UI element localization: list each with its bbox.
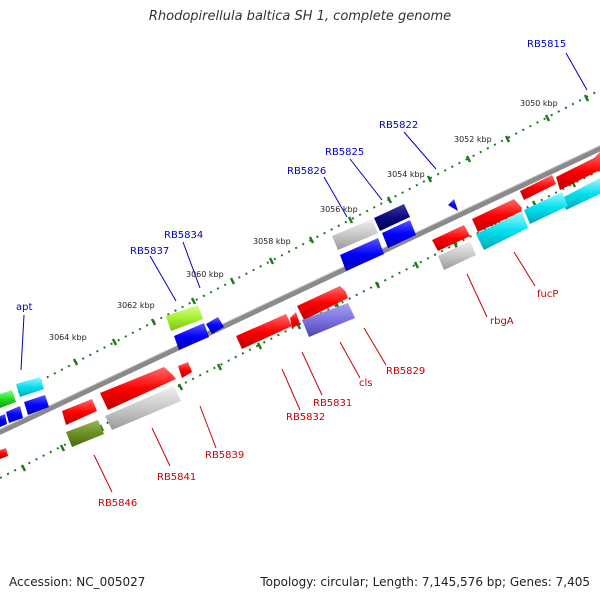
gene-label-bottom: rbgA xyxy=(490,316,514,327)
gene-arrow-cyan xyxy=(562,178,600,210)
forward-gene-group xyxy=(0,152,600,459)
gene-arrow-red xyxy=(520,175,556,200)
gene-arrow-red xyxy=(236,314,292,349)
genome-backbone-highlight xyxy=(0,145,600,430)
reverse-gene-group xyxy=(0,199,458,427)
gene-label-bottom: RB5832 xyxy=(286,412,325,423)
gene-label-bottom: RB5829 xyxy=(386,366,425,377)
top-gene-labels: RB5815 RB5822 RB5825 RB5826 RB5834 RB583… xyxy=(16,39,566,313)
gene-arrow-blue xyxy=(0,414,7,427)
genome-backbone xyxy=(0,145,600,436)
gene-arrow-red xyxy=(0,448,8,459)
gene-arrow-red xyxy=(432,225,470,251)
gene-label-bottom: RB5841 xyxy=(157,472,196,483)
gene-arrow-blue xyxy=(382,220,416,248)
gene-arrow-red xyxy=(297,286,348,320)
gene-label-bottom: cls xyxy=(359,378,373,389)
gene-arrow-blue xyxy=(174,323,209,350)
map-title: Rhodopirellula baltica SH 1, complete ge… xyxy=(148,9,452,24)
outer-major-ticks xyxy=(32,94,590,387)
genome-stats-label: Topology: circular; Length: 7,145,576 bp… xyxy=(260,575,590,589)
gene-label-top: RB5834 xyxy=(164,230,203,241)
gene-arrow-blue xyxy=(24,395,49,415)
gene-arrow-grey xyxy=(332,219,378,250)
gene-arrow-red xyxy=(100,367,176,410)
gene-arrow-blue xyxy=(448,199,458,211)
gene-label-bottom: RB5839 xyxy=(205,450,244,461)
gene-label-top: RB5837 xyxy=(130,246,169,257)
gene-label-bottom: RB5846 xyxy=(98,498,137,509)
bottom-gene-labels: fucP rbgA RB5829 cls RB5831 RB5832 RB583… xyxy=(98,289,558,509)
gene-arrow-lightgreen xyxy=(166,305,203,331)
gene-arrow-cyan xyxy=(476,212,528,250)
scale-label: 3058 kbp xyxy=(253,237,291,246)
gene-arrow-cyan xyxy=(16,377,44,397)
gene-arrow-red xyxy=(290,312,300,328)
gene-label-top: RB5815 xyxy=(527,39,566,50)
scale-label: 3060 kbp xyxy=(186,270,224,279)
scale-label: 3050 kbp xyxy=(520,99,558,108)
scale-labels: 3050 kbp 3052 kbp 3054 kbp 3056 kbp 3058… xyxy=(49,99,558,342)
bottom-leader-lines xyxy=(93,251,536,493)
gene-label-top: RB5825 xyxy=(325,147,364,158)
gene-label-top: apt xyxy=(16,302,32,313)
gene-arrow-red xyxy=(178,362,192,378)
gene-label-top: RB5826 xyxy=(287,166,326,177)
gene-arrow-cyan xyxy=(524,192,568,224)
top-leader-lines xyxy=(20,52,588,371)
gene-arrow-red xyxy=(556,152,600,190)
scale-label: 3054 kbp xyxy=(387,170,425,179)
gene-label-bottom: RB5831 xyxy=(313,398,352,409)
gene-arrow-green xyxy=(0,390,16,408)
accession-label: Accession: NC_005027 xyxy=(9,575,146,589)
gene-arrow-grey xyxy=(438,241,476,270)
scale-label: 3052 kbp xyxy=(454,135,492,144)
scale-label: 3064 kbp xyxy=(49,333,87,342)
scale-label: 3062 kbp xyxy=(117,301,155,310)
gene-arrow-navy xyxy=(374,204,410,231)
gene-arrow-olive xyxy=(66,420,104,447)
gene-arrow-grey xyxy=(105,386,181,430)
gene-arrow-blue xyxy=(340,238,384,271)
gene-arrow-red xyxy=(62,399,97,425)
gene-label-bottom: fucP xyxy=(537,289,558,300)
gene-arrow-slateblue xyxy=(302,303,355,337)
gene-label-top: RB5822 xyxy=(379,120,418,131)
outer-scale-track xyxy=(0,89,600,403)
gene-arrow-blue xyxy=(206,317,224,334)
scale-label: 3056 kbp xyxy=(320,205,358,214)
gene-arrow-blue xyxy=(6,406,23,423)
gene-arrow-red xyxy=(472,199,522,232)
